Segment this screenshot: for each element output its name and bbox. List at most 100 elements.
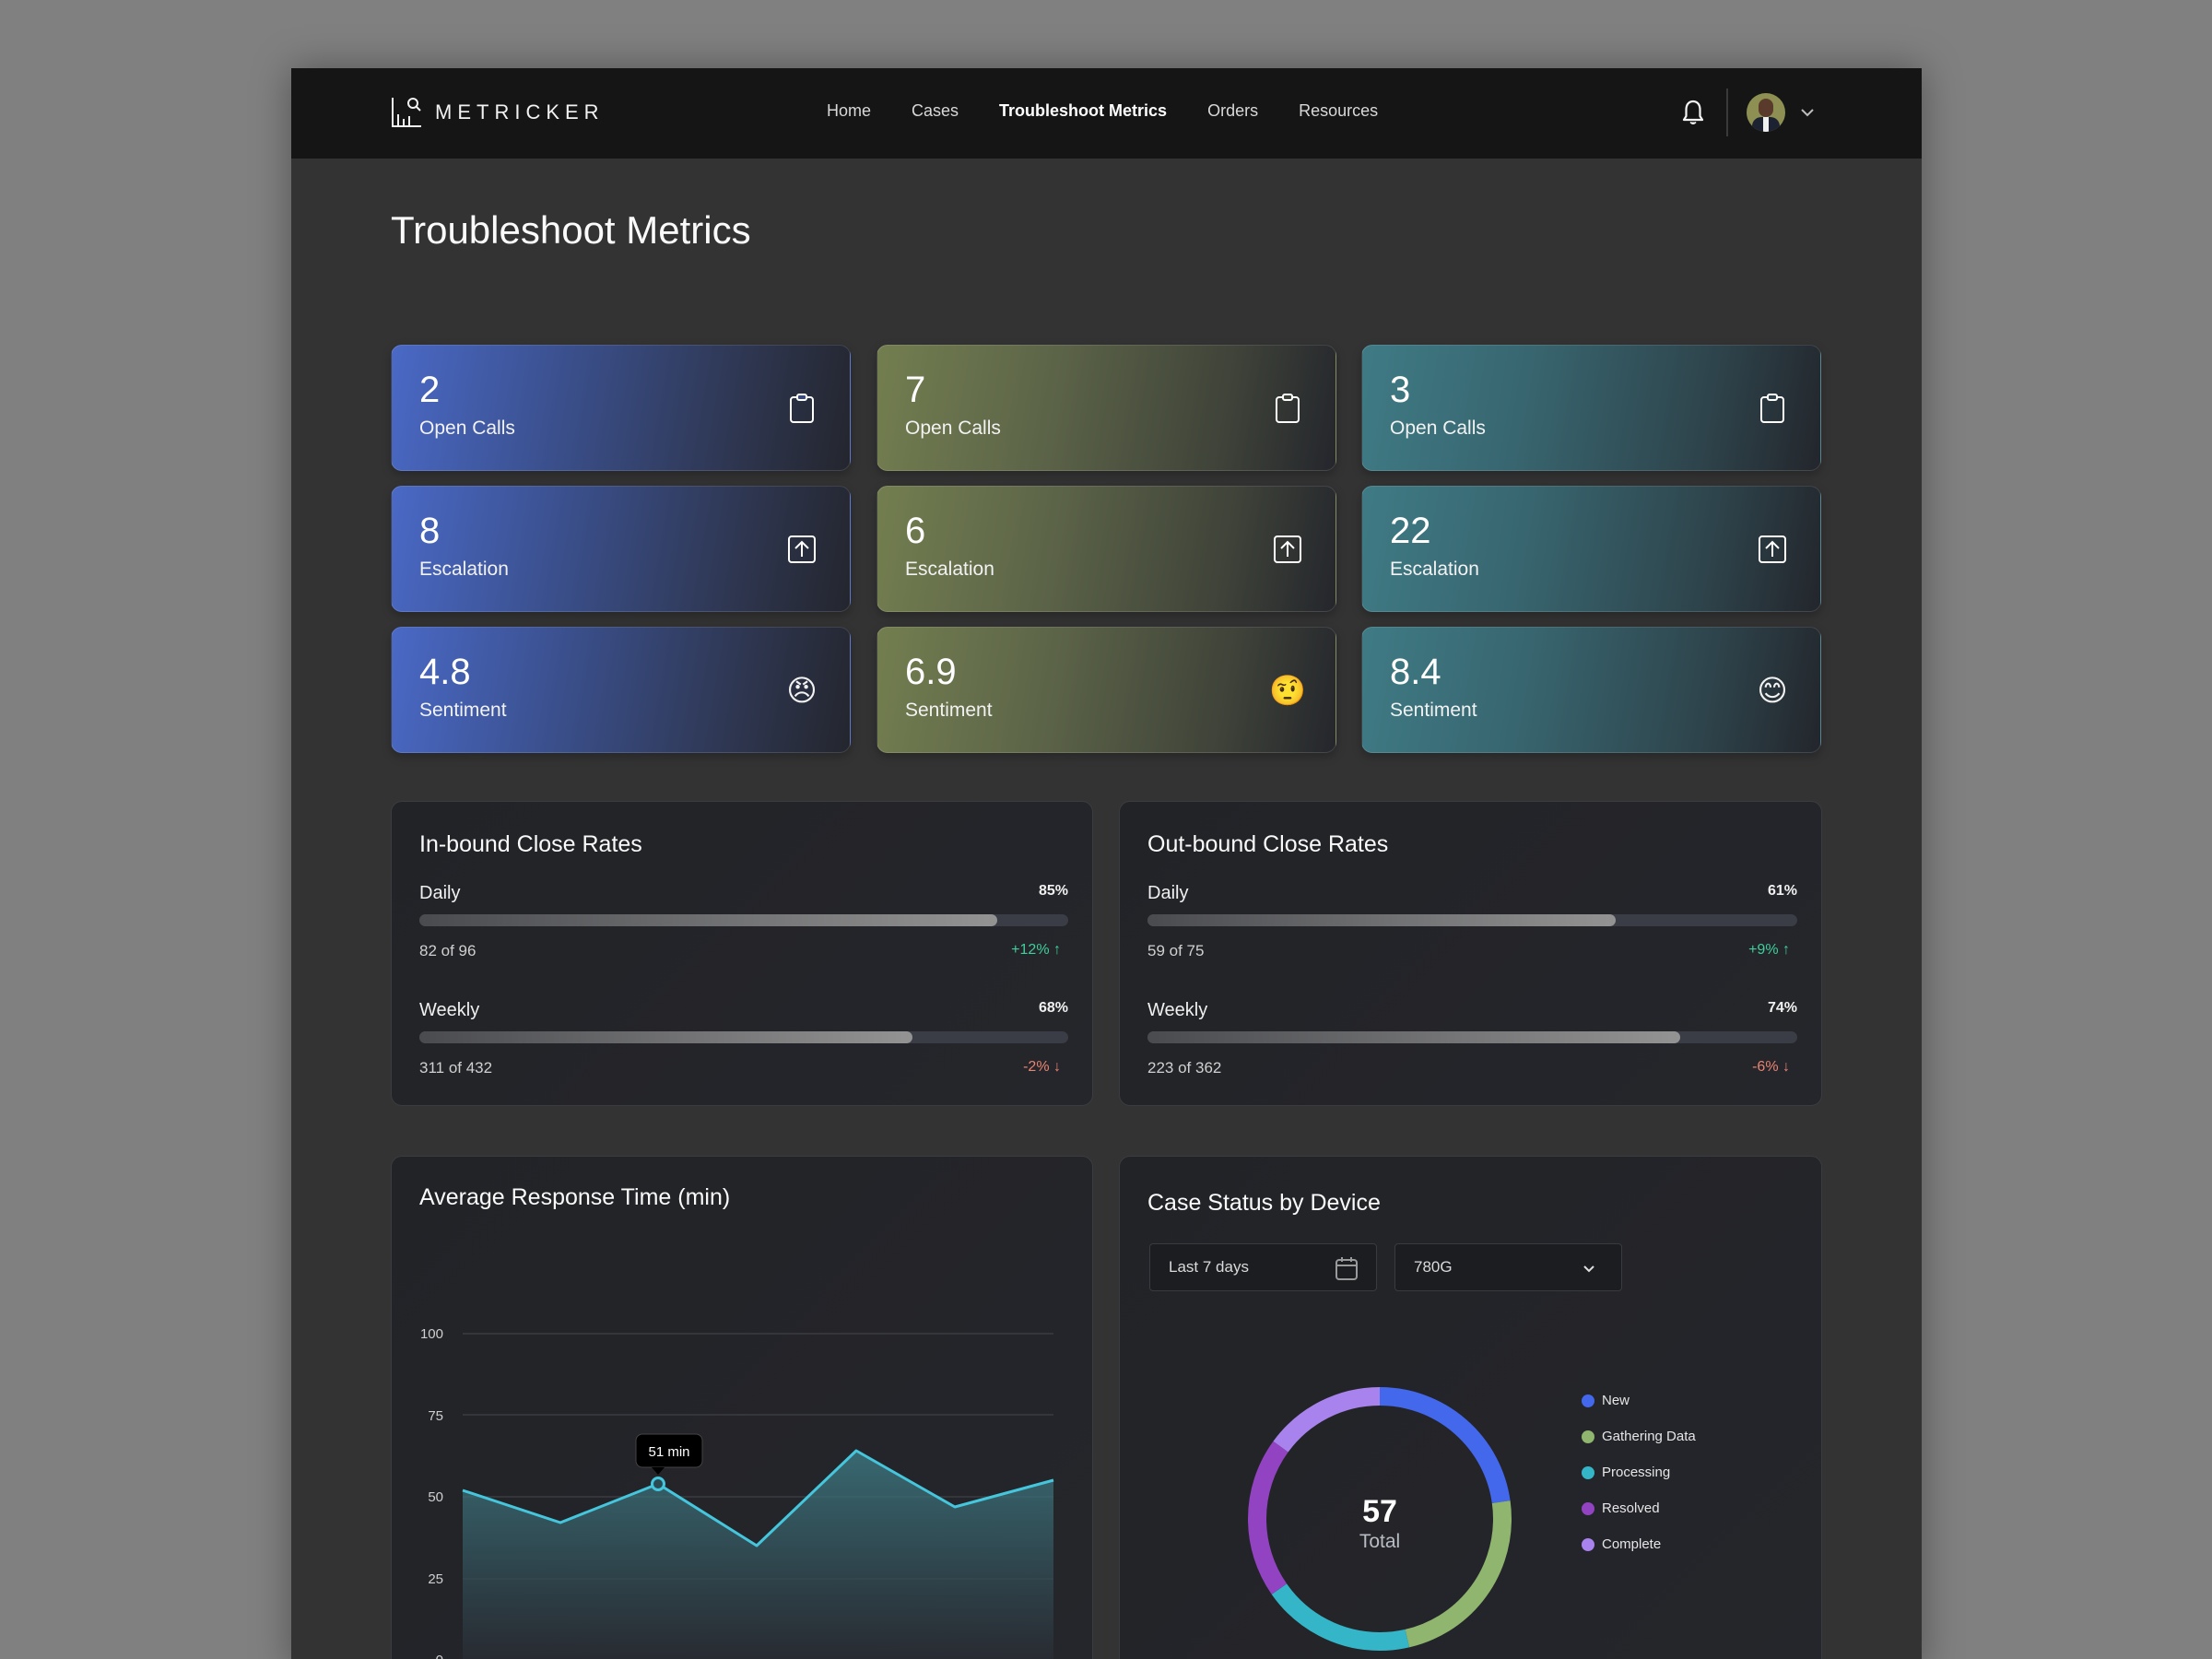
rate-delta-up: +9% ↑ [1748,942,1790,958]
progress-fill [419,1031,913,1043]
arrow-down-icon: ↓ [1783,1059,1790,1075]
arrow-down-icon: ↓ [1053,1059,1061,1075]
metric-label: Escalation [1390,559,1479,580]
calendar-icon[interactable] [1334,1255,1359,1281]
metric-value: 22 [1390,511,1431,551]
date-range-picker[interactable]: Last 7 days [1149,1243,1377,1291]
rate-delta-down: -6% ↓ [1752,1059,1790,1075]
rate-percent: 74% [1767,1000,1797,1016]
svg-text:0: 0 [436,1653,443,1659]
progress-track [419,1031,1068,1043]
chart-tooltip: 51 min [635,1433,703,1475]
y-axis-labels: 100 75 50 25 0 [420,1326,443,1659]
brand-logo[interactable]: METRICKER [391,96,605,129]
metric-value: 2 [419,370,441,410]
legend-item-new[interactable]: New [1582,1382,1696,1418]
metric-label: Escalation [419,559,509,580]
legend-dot [1582,1501,1594,1515]
bell-icon[interactable] [1678,98,1708,127]
metric-card-open-calls-1-3-days[interactable]: 7 Open Calls [877,345,1336,471]
legend-dot [1582,1465,1594,1479]
nav-link-resources[interactable]: Resources [1299,101,1379,120]
arrow-up-icon: ↑ [1783,942,1790,958]
legend-item-resolved[interactable]: Resolved [1582,1490,1696,1526]
outbound-close-rates-panel: Out-bound Close Rates Daily 61% 59 of 75… [1119,801,1822,1106]
case-status-panel: Case Status by Device Last 7 days 780G [1119,1156,1822,1659]
metric-card-escalation-4-10-days[interactable]: 8 Escalation [391,486,851,612]
metric-card-open-calls-4-10-days[interactable]: 2 Open Calls [391,345,851,471]
legend-dot [1582,1394,1594,1407]
metric-label: Sentiment [1390,700,1477,721]
rate-name: Daily [419,883,461,903]
metric-card-sentiment-24h[interactable]: 8.4 Sentiment 😊 [1361,627,1821,753]
legend-dot [1582,1430,1594,1443]
user-avatar[interactable] [1747,93,1785,132]
legend-item-processing[interactable]: Processing [1582,1454,1696,1490]
donut-segment-complete [1248,1387,1512,1651]
smiling-face-emoji-icon: 😊 [1757,674,1788,707]
rate-name: Daily [1147,883,1189,903]
svg-text:75: 75 [428,1408,443,1424]
upload-box-icon [1271,533,1304,566]
case-status-donut-chart: 57 Total [1248,1387,1512,1651]
chart-search-logo-icon [392,98,421,127]
metric-label: Sentiment [905,700,993,721]
chevron-down-icon[interactable] [1798,103,1817,122]
metric-card-escalation-24h[interactable]: 22 Escalation [1361,486,1821,612]
nav-link-home[interactable]: Home [827,101,872,120]
rate-row-daily: Daily 61% 59 of 75 +9% ↑ [1147,883,1797,984]
progress-fill [1147,1031,1681,1043]
device-select[interactable]: 780G [1394,1243,1622,1291]
arrow-up-icon: ↑ [1053,942,1061,958]
metric-value: 6.9 [905,652,957,692]
rate-row-weekly: Weekly 74% 223 of 362 -6% ↓ [1147,1000,1797,1101]
metric-card-sentiment-4-10-days[interactable]: 4.8 Sentiment 😠 [391,627,851,753]
metric-label: Open Calls [419,418,515,439]
progress-fill [419,914,997,926]
clipboard-icon [785,392,818,425]
metric-card-escalation-1-3-days[interactable]: 6 Escalation [877,486,1336,612]
nav-divider [1726,88,1728,136]
selected-point[interactable] [651,1477,665,1491]
metric-value: 6 [905,511,926,551]
legend-item-gathering-data[interactable]: Gathering Data [1582,1418,1696,1454]
nav-link-orders[interactable]: Orders [1207,101,1259,120]
nav-link-troubleshoot-metrics[interactable]: Troubleshoot Metrics [999,101,1168,120]
raised-eyebrow-emoji-icon: 🤨 [1269,674,1306,707]
progress-track [1147,1031,1797,1043]
panel-title: Out-bound Close Rates [1147,831,1389,857]
metric-value: 3 [1390,370,1411,410]
donut-total-label: Total [1359,1531,1400,1552]
rate-count: 59 of 75 [1147,942,1205,959]
rate-count: 311 of 432 [419,1059,493,1077]
donut-segment-resolved [1248,1387,1512,1651]
rate-name: Weekly [1147,1000,1208,1020]
panel-title: In-bound Close Rates [419,831,642,857]
donut-total-value: 57 [1362,1494,1397,1529]
metric-value: 8 [419,511,441,551]
rate-percent: 61% [1767,883,1797,899]
main-nav: Home Cases Troubleshoot Metrics Orders R… [827,101,1418,121]
metric-card-sentiment-1-3-days[interactable]: 6.9 Sentiment 🤨 [877,627,1336,753]
progress-track [1147,914,1797,926]
brand-name: METRICKER [435,100,605,124]
rate-name: Weekly [419,1000,480,1020]
inbound-close-rates-panel: In-bound Close Rates Daily 85% 82 of 96 … [391,801,1093,1106]
metric-value: 8.4 [1390,652,1441,692]
rate-count: 223 of 362 [1147,1059,1222,1077]
metric-label: Open Calls [1390,418,1486,439]
nav-actions [1678,88,1817,136]
avg-response-area-chart: 100 75 50 25 0 51 min [420,1326,1054,1659]
upload-box-icon [1756,533,1789,566]
angry-face-emoji-icon: 😠 [786,674,818,707]
svg-text:50: 50 [428,1489,443,1505]
metric-card-open-calls-24h[interactable]: 3 Open Calls [1361,345,1821,471]
rate-percent: 68% [1038,1000,1068,1016]
panel-title: Case Status by Device [1147,1190,1381,1216]
clipboard-icon [1271,392,1304,425]
rate-delta-up: +12% ↑ [1011,942,1061,958]
nav-link-cases[interactable]: Cases [912,101,959,120]
rate-row-weekly: Weekly 68% 311 of 432 -2% ↓ [419,1000,1068,1101]
legend-item-complete[interactable]: Complete [1582,1526,1696,1562]
svg-text:51 min: 51 min [648,1444,689,1460]
